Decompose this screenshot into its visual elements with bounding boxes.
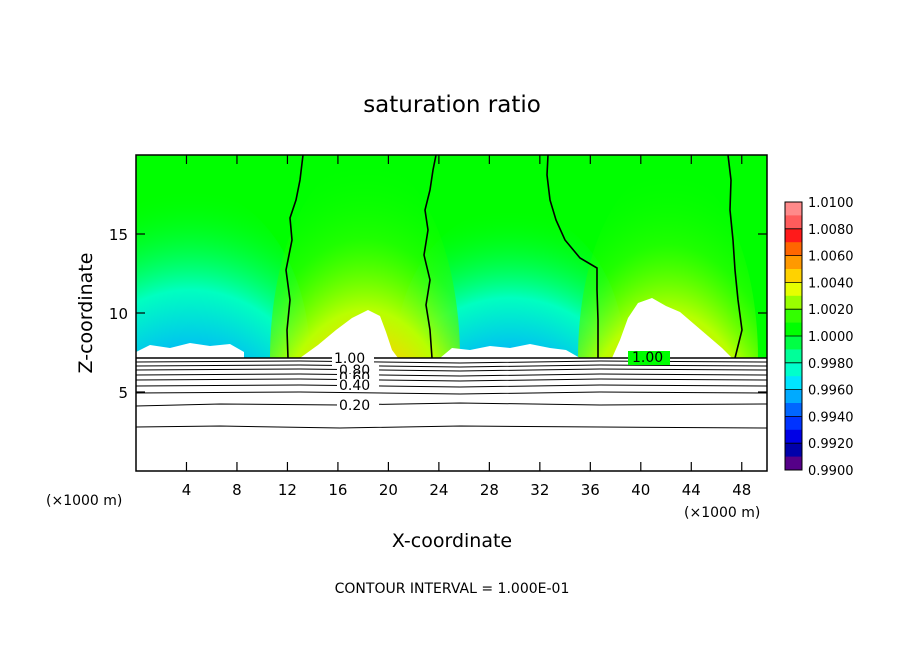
x-tick-label: 16 <box>328 481 347 499</box>
colorbar-swatch <box>785 389 802 404</box>
colorbar-label: 0.9980 <box>808 357 854 372</box>
x-axis-label: X-coordinate <box>392 530 512 552</box>
y-tick-label: 15 <box>109 226 128 244</box>
subsurface-region <box>136 358 767 471</box>
x-tick-label: 28 <box>480 481 499 499</box>
colorbar-swatch <box>785 376 802 391</box>
colorbar-label: 1.0060 <box>808 250 854 265</box>
saturation-contour-3 <box>546 155 599 358</box>
colorbar-label: 0.9900 <box>808 464 854 479</box>
x-tick-label: 40 <box>631 481 650 499</box>
field-shading <box>136 158 758 358</box>
contour-label-2: 1.00 <box>632 350 663 366</box>
contour-interval-note: CONTOUR INTERVAL = 1.000E-01 <box>335 581 570 597</box>
subsurface-contour-6 <box>136 384 767 388</box>
colorbar-swatch <box>785 255 802 270</box>
colorbar-swatch <box>785 429 802 444</box>
colorbar-swatch <box>785 403 802 417</box>
contour-lines <box>136 155 767 429</box>
contour-label-1: 1.00 <box>334 351 365 367</box>
contour-label-5: 0.40 <box>339 378 370 394</box>
subsurface-contour-4 <box>136 373 767 377</box>
x-tick-label: 24 <box>429 481 448 499</box>
saturation-contour-4 <box>727 155 743 359</box>
contour-label-6: 0.20 <box>339 398 370 414</box>
x-unit-right: (×1000 m) <box>684 505 760 521</box>
colorbar-label: 0.9920 <box>808 437 854 452</box>
x-axis-ticks: 4 8 12 16 20 24 28 32 36 40 44 48 <box>182 155 751 499</box>
y-axis-label: Z-coordinate <box>75 253 97 374</box>
colorbar-swatch <box>785 362 802 377</box>
x-tick-label: 12 <box>278 481 297 499</box>
x-tick-label: 32 <box>530 481 549 499</box>
saturation-contour-2 <box>423 155 437 359</box>
x-tick-label: 4 <box>182 481 192 499</box>
colorbar-label: 1.0020 <box>808 303 854 318</box>
colorbar-label: 0.9940 <box>808 410 854 425</box>
colorbar-swatch <box>785 309 802 324</box>
colorbar-label: 1.0100 <box>808 196 854 211</box>
colorbar: 1.0100 1.0080 1.0060 1.0040 1.0020 1.0000 0.99… <box>784 196 854 479</box>
subsurface-contour-3 <box>136 368 767 372</box>
colorbar-swatch <box>785 456 802 471</box>
colorbar-swatch <box>785 322 802 337</box>
subsurface-contour-5 <box>136 378 767 382</box>
y-tick-label: 5 <box>118 384 128 402</box>
chart-title: saturation ratio <box>363 92 541 118</box>
subsurface-contour-7 <box>136 391 767 395</box>
subsurface-contour-2 <box>136 364 767 368</box>
colorbar-swatch <box>785 416 802 431</box>
colorbar-label: 1.0080 <box>808 223 854 238</box>
colorbar-swatch <box>785 242 802 257</box>
colorbar-swatch <box>785 228 802 243</box>
colorbar-swatch <box>785 269 802 283</box>
x-tick-label: 36 <box>581 481 600 499</box>
clear-patch-middle <box>440 344 580 358</box>
x-tick-label: 20 <box>379 481 398 499</box>
x-tick-label: 48 <box>732 481 751 499</box>
clear-patch-left <box>136 343 244 358</box>
colorbar-swatch <box>785 349 802 364</box>
cloud-region-left <box>300 310 398 358</box>
subsurface-contour-9 <box>136 425 767 429</box>
x-tick-label: 44 <box>682 481 701 499</box>
cloud-region-right <box>612 298 732 358</box>
saturation-contour-1 <box>285 155 304 359</box>
colorbar-swatch <box>785 202 802 216</box>
colorbar-label: 1.0000 <box>808 330 854 345</box>
colorbar-label: 1.0040 <box>808 276 854 291</box>
contour-labels: 1.00 1.00 0.80 0.60 0.40 0.20 <box>332 350 670 414</box>
subsurface-contour-8 <box>136 402 767 407</box>
colorbar-swatch <box>785 282 802 297</box>
colorbar-swatch <box>785 215 802 230</box>
colorbar-label: 0.9960 <box>808 384 854 399</box>
moist-plume-left <box>270 158 460 358</box>
x-unit-left: (×1000 m) <box>46 493 122 509</box>
dry-region-left <box>136 188 310 358</box>
colorbar-swatch <box>785 443 802 458</box>
y-tick-label: 10 <box>109 305 128 323</box>
colorbar-swatch <box>785 336 802 350</box>
colorbar-swatch <box>785 295 802 310</box>
moist-plume-right <box>578 168 758 358</box>
y-axis-ticks: 5 10 15 <box>109 226 767 402</box>
plot-area: 1.00 1.00 0.80 0.60 0.40 0.20 4 8 12 16 20 24… <box>109 154 768 499</box>
x-tick-label: 8 <box>232 481 242 499</box>
